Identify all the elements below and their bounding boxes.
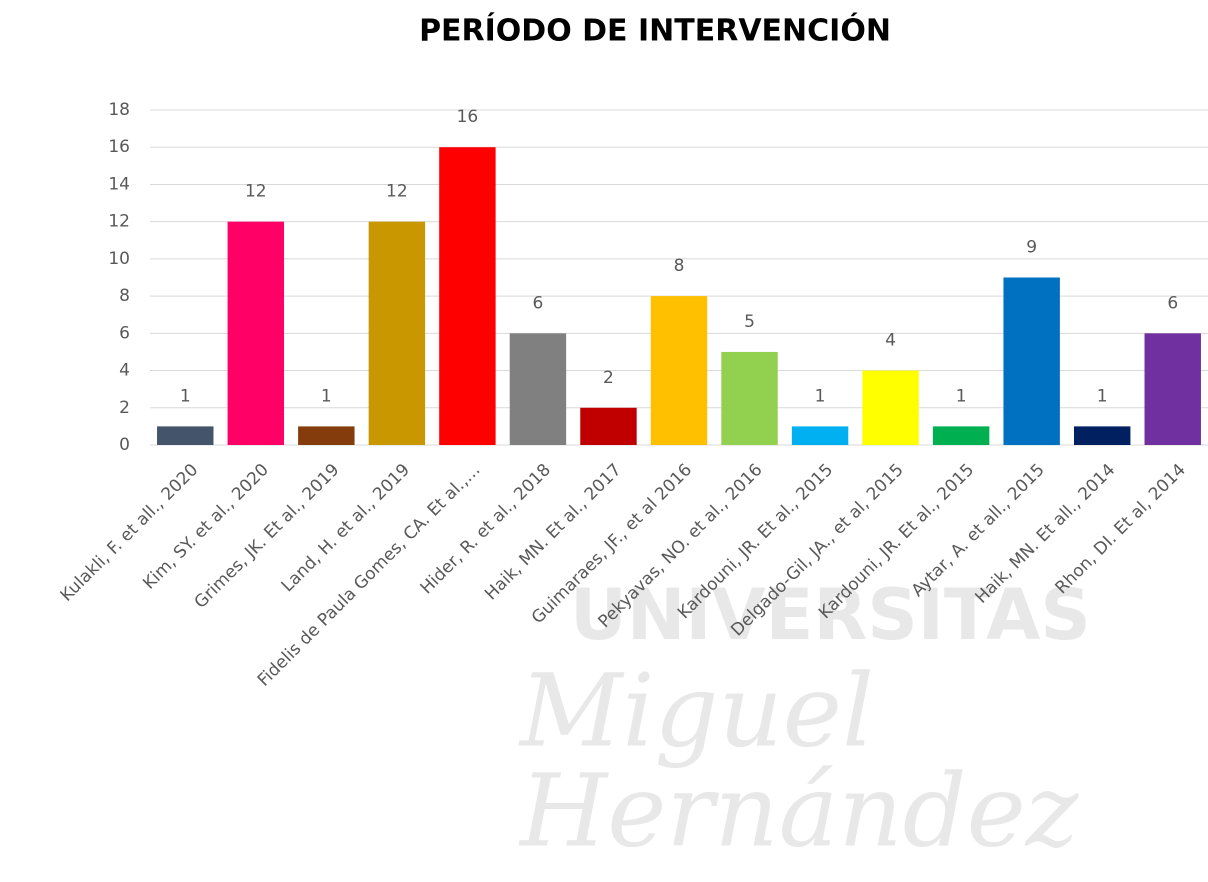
bar [298,426,355,445]
bar [932,426,990,445]
x-tick-label: Grimes, JK. Et al., 2019 [191,460,344,613]
bar [862,370,919,445]
bar [439,147,496,445]
data-label: 6 [1167,293,1178,313]
x-tick-label: Kulakli, F. et all., 2020 [57,460,203,606]
data-label: 12 [386,182,408,202]
chart-title: PERÍODO DE INTERVENCIÓN [419,12,891,49]
y-tick-label: 8 [119,286,130,306]
y-tick-label: 14 [108,174,130,194]
data-label: 1 [180,386,191,406]
watermark: UNIVERSITAS [570,574,1091,656]
bar [1073,426,1131,445]
y-tick-label: 6 [119,323,130,343]
data-label: 1 [815,386,826,406]
y-tick-label: 18 [108,100,130,120]
y-tick-label: 0 [119,435,130,455]
x-tick-label: Kim, SY. et al., 2020 [139,460,273,594]
bar [368,221,426,445]
y-tick-label: 12 [108,212,130,232]
y-tick-label: 16 [108,137,130,157]
bar [157,426,214,445]
data-label: 9 [1026,238,1037,258]
bar [227,221,285,445]
y-tick-label: 10 [108,249,130,269]
bar [791,426,849,445]
data-label: 6 [533,293,544,313]
watermark: Miguel [518,653,874,770]
x-tick-label: Rhon, DI. Et al, 2014 [1052,460,1190,598]
data-label: 1 [956,386,967,406]
bar [650,296,708,445]
y-tick-label: 2 [119,398,130,418]
bar [1003,277,1060,445]
data-label: 1 [321,386,332,406]
data-label: 1 [1097,386,1108,406]
data-label: 12 [245,182,267,202]
data-label: 16 [457,107,479,127]
bar [580,407,637,445]
bar [721,351,778,445]
data-label: 8 [674,256,685,276]
bar [1144,333,1201,445]
x-tick-label: Land, H. et al., 2019 [278,460,414,596]
y-tick-label: 4 [119,361,130,381]
data-label: 5 [744,312,755,332]
data-label: 4 [885,331,896,351]
x-tick-label: Hider, R. et al., 2018 [417,460,555,598]
bar [509,333,567,445]
data-label: 2 [603,368,614,388]
watermark: Hernández [518,753,1080,870]
